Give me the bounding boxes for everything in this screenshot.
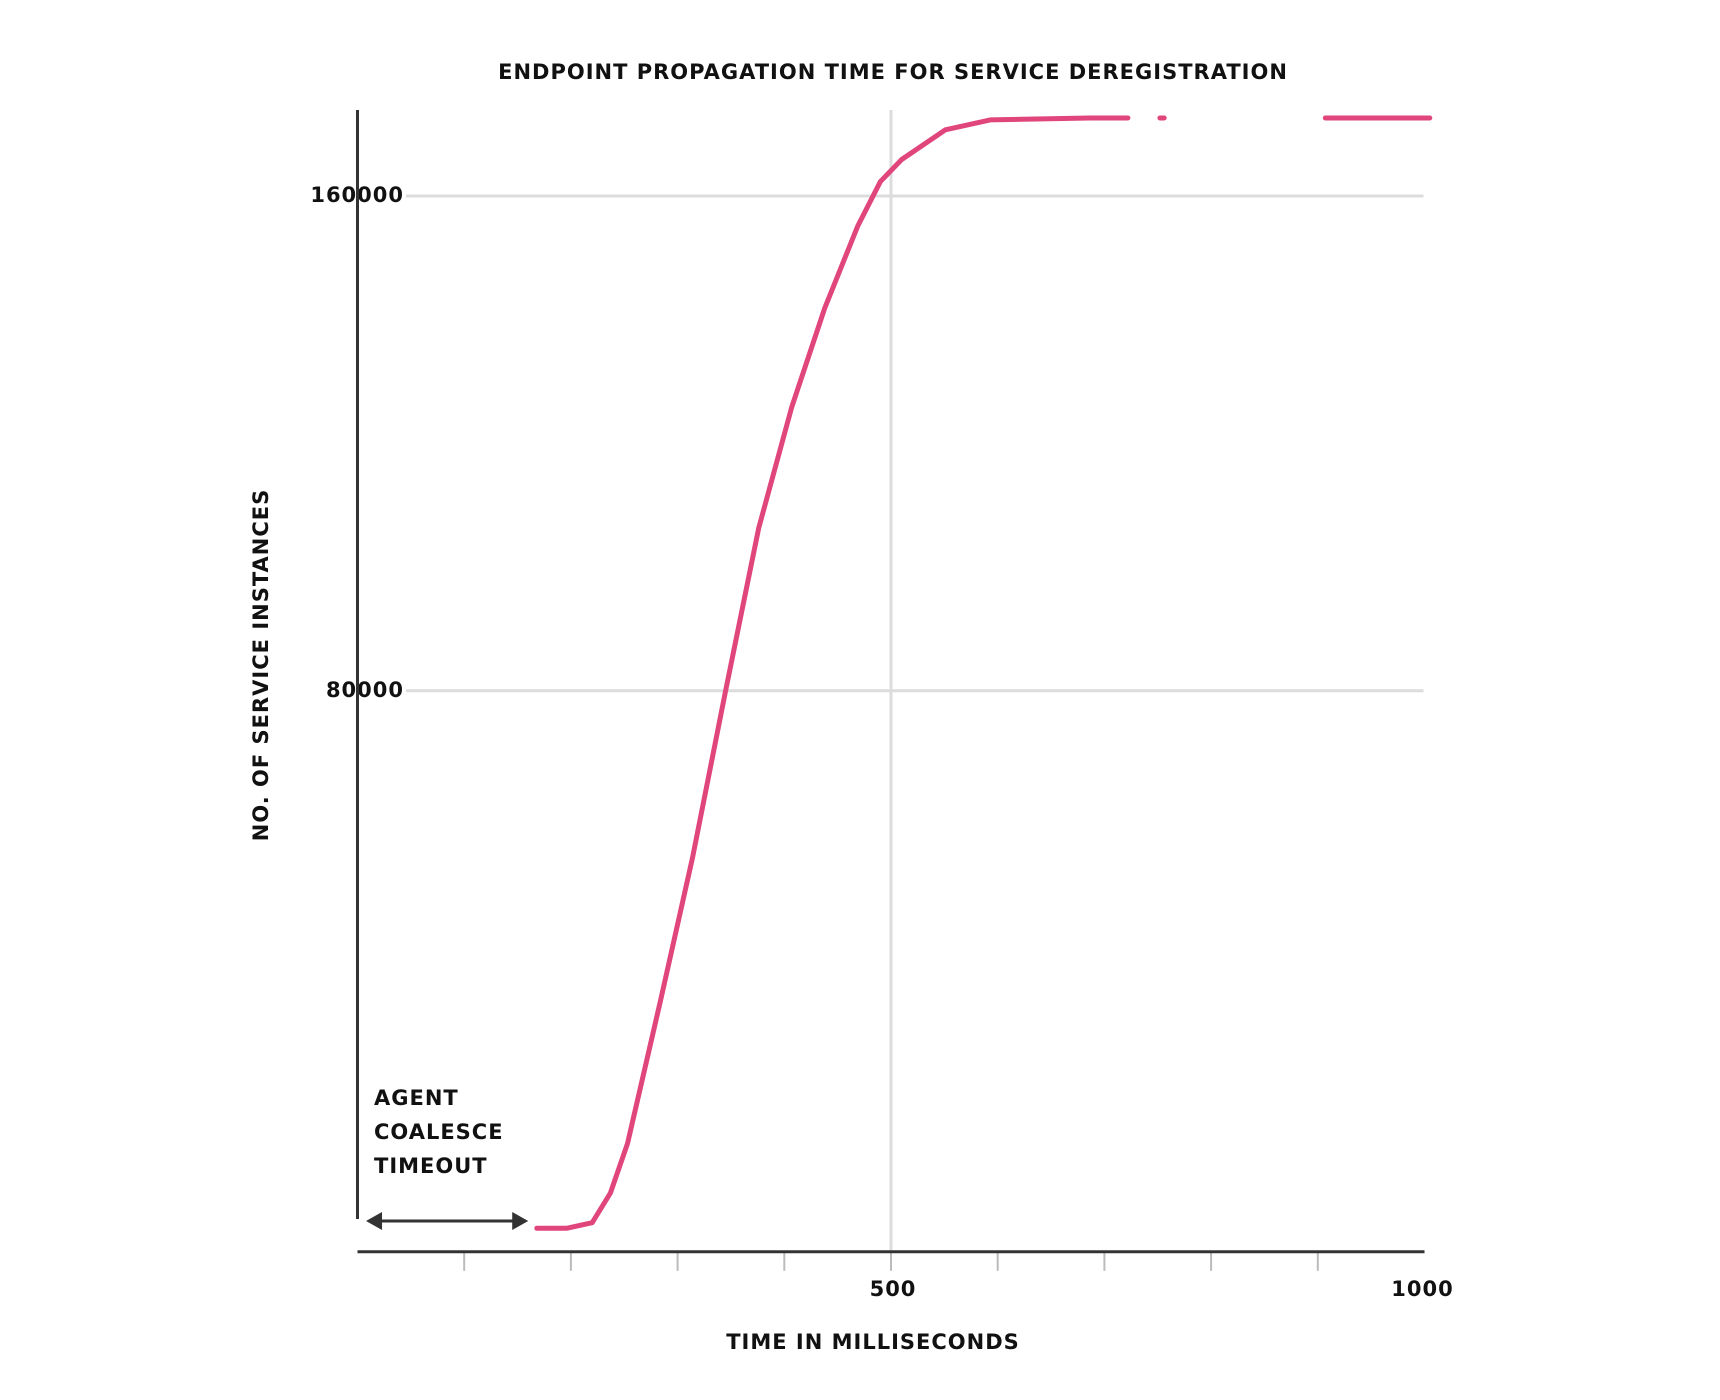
arrow-head xyxy=(512,1212,529,1230)
x-tick-label: 1000 xyxy=(1391,1277,1453,1301)
y-axis-label: NO. OF SERVICE INSTANCES xyxy=(249,489,273,841)
x-axis-label: TIME IN MILLISECONDS xyxy=(726,1330,1020,1354)
x-tick-label: 500 xyxy=(870,1277,917,1301)
arrow-head xyxy=(366,1212,383,1230)
annotation: COALESCE xyxy=(374,1120,504,1144)
chart-title: ENDPOINT PROPAGATION TIME FOR SERVICE DE… xyxy=(498,60,1288,84)
data-line xyxy=(534,115,1433,1231)
annotation: AGENT xyxy=(374,1086,459,1110)
y-tick-label: 80000 xyxy=(326,678,404,702)
annotation: TIMEOUT xyxy=(374,1154,488,1178)
